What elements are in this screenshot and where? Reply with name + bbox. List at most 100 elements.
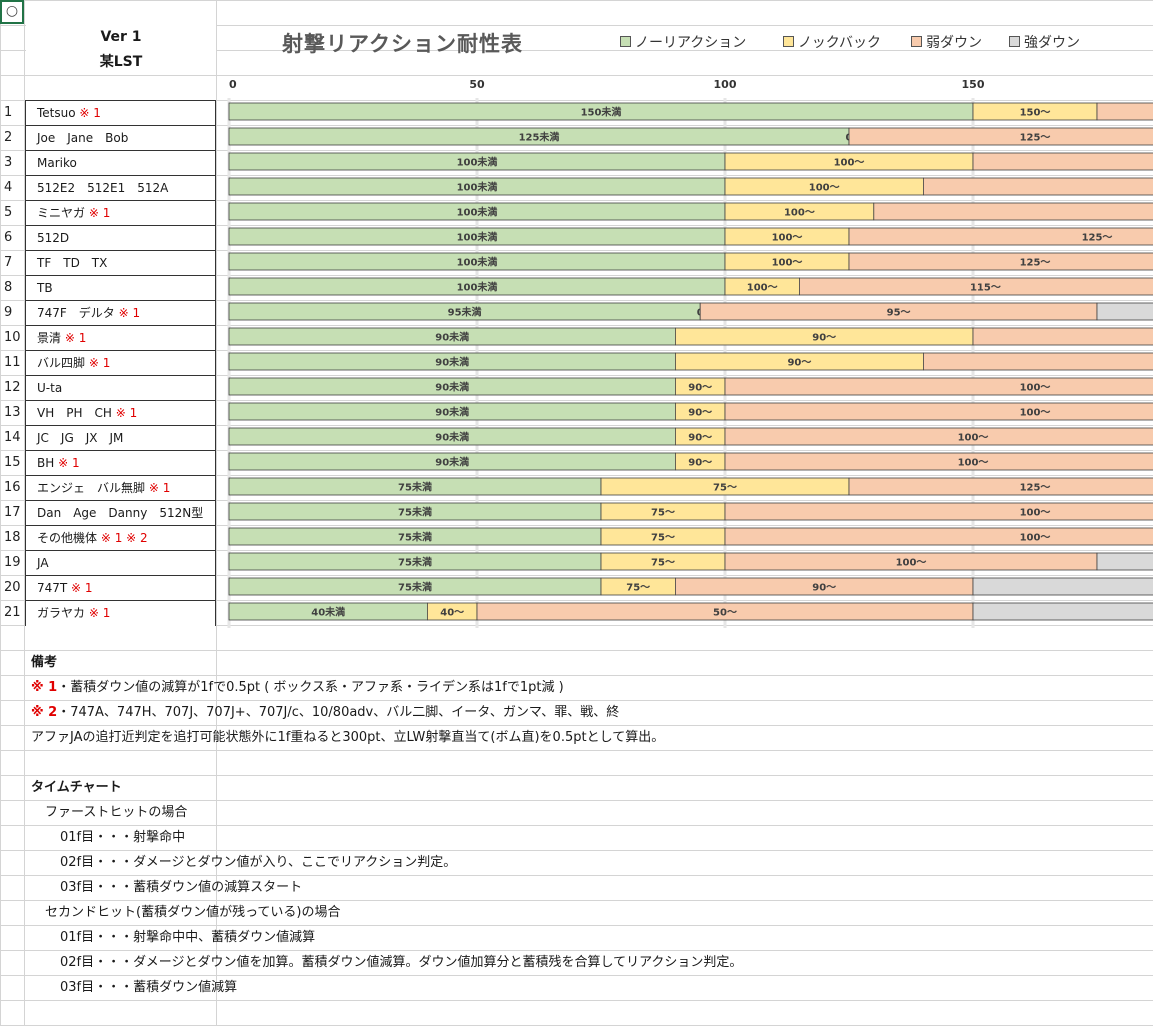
x-tick-label: 100: [714, 78, 737, 91]
bar-label: 75未満: [398, 581, 432, 594]
unit-name-cell[interactable]: Dan Age Danny 512N型: [26, 501, 215, 526]
legend-swatch: [620, 36, 631, 47]
unit-name-cell[interactable]: Tetsuo ※ 1: [26, 101, 215, 126]
bar-segment: [724, 502, 1153, 521]
bar-label: 90未満: [435, 381, 469, 394]
bar-segment: [848, 227, 1153, 246]
unit-name-cell[interactable]: 747F デルタ ※ 1: [26, 301, 215, 326]
unit-name: Dan Age Danny 512N型: [37, 506, 204, 520]
row-number[interactable]: 8: [4, 280, 13, 295]
unit-name: Mariko: [37, 156, 77, 170]
unit-name: BH: [37, 456, 55, 470]
note-mark: ※ 1: [85, 206, 111, 220]
unit-name-cell[interactable]: VH PH CH ※ 1: [26, 401, 215, 426]
row-number[interactable]: 4: [4, 180, 13, 195]
unit-name-cell[interactable]: Joe Jane Bob: [26, 126, 215, 151]
row-number[interactable]: 1: [4, 105, 13, 120]
row-number[interactable]: 11: [4, 355, 21, 370]
bar-label: 125～: [1020, 133, 1051, 144]
row-number[interactable]: 9: [4, 305, 13, 320]
unit-name-cell[interactable]: U-ta: [26, 376, 215, 401]
row-number[interactable]: 13: [4, 405, 21, 420]
row-number[interactable]: 18: [4, 530, 21, 545]
bar-segment: [799, 277, 1153, 296]
unit-name: バル四脚: [37, 356, 86, 370]
unit-name: エンジェ バル無脚: [37, 481, 146, 495]
unit-name: 747T: [37, 581, 68, 595]
unit-name-cell[interactable]: JA: [26, 551, 215, 576]
row-number[interactable]: 5: [4, 205, 13, 220]
select-all-corner[interactable]: ○: [0, 0, 24, 24]
timechart-line: 02f目・・・ダメージとダウン値を加算。蓄積ダウン値減算。ダウン値加算分と蓄積残…: [60, 955, 743, 970]
bar-label: 75未満: [398, 556, 432, 569]
bar-segment: [724, 377, 1153, 396]
bar-segment: [1096, 102, 1153, 121]
bar-label: 100未満: [457, 281, 498, 294]
timechart-second-hit: セカンドヒット(蓄積ダウン値が残っている)の場合: [45, 905, 341, 920]
sheet-subtitle: 某LST: [99, 54, 143, 70]
unit-name: Joe Jane Bob: [37, 131, 129, 145]
row-number[interactable]: 19: [4, 555, 21, 570]
row-number[interactable]: 12: [4, 380, 21, 395]
unit-name: TB: [37, 281, 53, 295]
row-number[interactable]: 21: [4, 605, 21, 620]
row-number[interactable]: 20: [4, 580, 21, 595]
legend-label: 強ダウン: [1024, 35, 1080, 51]
unit-name-cell[interactable]: ミニヤガ ※ 1: [26, 201, 215, 226]
bar-label: 125～: [1020, 258, 1051, 269]
unit-name-cell[interactable]: TF TD TX: [26, 251, 215, 276]
bar-label: 100～: [958, 433, 989, 444]
bar-segment: [923, 177, 1153, 196]
bar-label: 90～: [787, 358, 811, 369]
version-label: Ver 1: [100, 29, 142, 45]
bar-label: 100～: [809, 183, 840, 194]
row-number[interactable]: 2: [4, 130, 13, 145]
row-number[interactable]: 17: [4, 505, 21, 520]
bar-label: 75～: [713, 483, 737, 494]
bar-label: 95～: [887, 308, 911, 319]
bar-label: 150未満: [581, 106, 622, 119]
row-number[interactable]: 14: [4, 430, 21, 445]
unit-name-cell[interactable]: その他機体 ※ 1 ※ 2: [26, 526, 215, 551]
remarks-heading: 備考: [31, 655, 58, 670]
row-number[interactable]: 15: [4, 455, 21, 470]
row-number[interactable]: 10: [4, 330, 21, 345]
unit-name-cell[interactable]: 512E2 512E1 512A: [26, 176, 215, 201]
unit-name-cell[interactable]: 景清 ※ 1: [26, 326, 215, 351]
legend-item-no-reaction: ノーリアクション: [620, 32, 746, 52]
bar-label: 90～: [688, 433, 712, 444]
row-number[interactable]: 3: [4, 155, 13, 170]
row-number[interactable]: 6: [4, 230, 13, 245]
timechart-line: 01f目・・・射撃命中: [60, 830, 186, 845]
bar-label: 150～: [1020, 108, 1051, 119]
unit-name-cell[interactable]: ガラヤカ ※ 1: [26, 601, 215, 626]
bar-label: 100未満: [457, 156, 498, 169]
bar-label: 75未満: [398, 506, 432, 519]
column-divider: [24, 0, 25, 1026]
unit-name-cell[interactable]: 747T ※ 1: [26, 576, 215, 601]
unit-name-cell[interactable]: エンジェ バル無脚 ※ 1: [26, 476, 215, 501]
bar-label: 90未満: [435, 406, 469, 419]
bar-label: 100未満: [457, 181, 498, 194]
legend-swatch: [1009, 36, 1020, 47]
note-mark: ※ 1: [85, 606, 111, 620]
unit-name-cell[interactable]: BH ※ 1: [26, 451, 215, 476]
bar-label: 100～: [772, 258, 803, 269]
legend-label: 弱ダウン: [926, 35, 982, 51]
unit-name: JA: [37, 556, 49, 570]
bar-label: 125～: [1020, 483, 1051, 494]
unit-name-cell[interactable]: Mariko: [26, 151, 215, 176]
legend-item-strong-down: 強ダウン: [1009, 32, 1080, 52]
unit-name-cell[interactable]: 512D: [26, 226, 215, 251]
row-number[interactable]: 7: [4, 255, 13, 270]
unit-name-cell[interactable]: TB: [26, 276, 215, 301]
unit-name-cell[interactable]: バル四脚 ※ 1: [26, 351, 215, 376]
remark-line-3: アファJAの追打近判定を追打可能状態外に1f重ねると300pt、立LW射撃直当て…: [31, 730, 665, 745]
bar-label: 125未満: [519, 131, 560, 144]
note-mark: ※ 1: [111, 406, 138, 420]
remark-text: ・蓄積ダウン値の減算が1fで0.5pt ( ボックス系・アファ系・ライデン系は1…: [57, 680, 564, 695]
row-number[interactable]: 16: [4, 480, 21, 495]
bar-label: 100～: [1020, 408, 1051, 419]
note-mark: ※ 1: [31, 680, 58, 695]
unit-name-cell[interactable]: JC JG JX JM: [26, 426, 215, 451]
